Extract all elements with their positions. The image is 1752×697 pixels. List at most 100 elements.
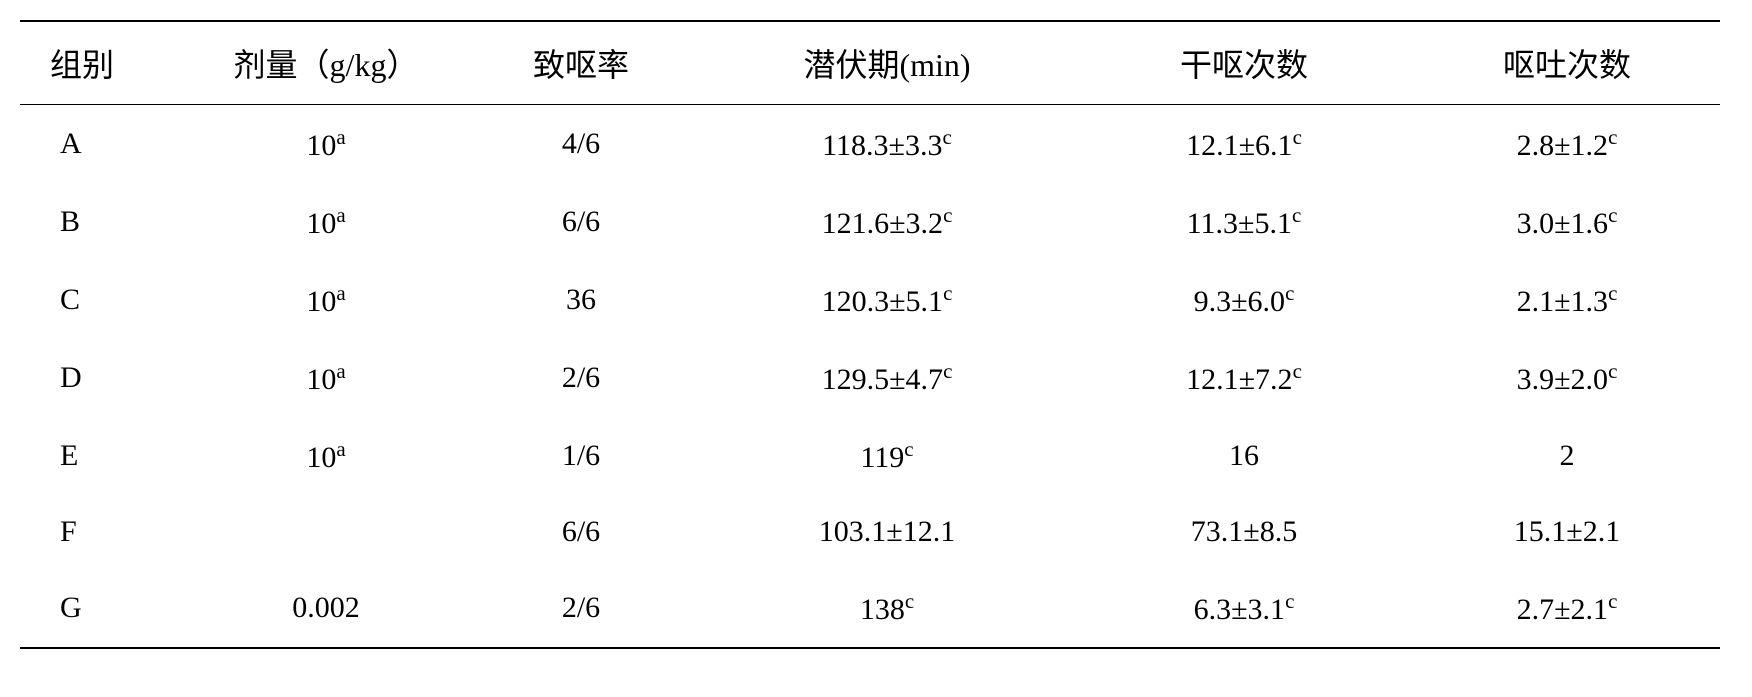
latency-value: 121.6±3.2 <box>822 207 943 240</box>
vomit-value: 15.1±2.1 <box>1514 515 1620 548</box>
cell-vomit: 3.9±2.0c <box>1414 339 1720 417</box>
cell-dose: 10a <box>190 417 462 495</box>
retch-value: 6.3±3.1 <box>1194 593 1285 626</box>
data-table: 组别 剂量（g/kg） 致呕率 潜伏期(min) 干呕次数 呕吐次数 A10a4… <box>20 20 1720 649</box>
retch-value: 12.1±7.2 <box>1186 363 1292 396</box>
header-group: 组别 <box>20 21 190 105</box>
retch-value: 9.3±6.0 <box>1194 285 1285 318</box>
cell-latency: 129.5±4.7c <box>700 339 1074 417</box>
latency-superscript: c <box>905 589 914 613</box>
vomit-value: 2.7±2.1 <box>1517 593 1608 626</box>
dose-superscript: a <box>336 437 345 461</box>
cell-vomit: 2.1±1.3c <box>1414 261 1720 339</box>
cell-vomit: 3.0±1.6c <box>1414 183 1720 261</box>
vomit-value: 2.8±1.2 <box>1517 129 1608 162</box>
retch-superscript: c <box>1285 281 1294 305</box>
cell-vomit: 2.7±2.1c <box>1414 569 1720 648</box>
cell-latency: 121.6±3.2c <box>700 183 1074 261</box>
table-row: E10a1/6119c162 <box>20 417 1720 495</box>
cell-group: C <box>20 261 190 339</box>
cell-rate: 1/6 <box>462 417 700 495</box>
cell-group: F <box>20 495 190 569</box>
dose-superscript: a <box>336 203 345 227</box>
cell-vomit: 2 <box>1414 417 1720 495</box>
cell-latency: 103.1±12.1 <box>700 495 1074 569</box>
dose-superscript: a <box>336 125 345 149</box>
retch-value: 16 <box>1229 439 1259 472</box>
table-row: D10a2/6129.5±4.7c12.1±7.2c3.9±2.0c <box>20 339 1720 417</box>
cell-dose: 10a <box>190 183 462 261</box>
table-body: A10a4/6118.3±3.3c12.1±6.1c2.8±1.2cB10a6/… <box>20 105 1720 649</box>
cell-vomit: 2.8±1.2c <box>1414 105 1720 184</box>
dose-value: 10 <box>306 129 336 162</box>
cell-rate: 2/6 <box>462 569 700 648</box>
header-vomit: 呕吐次数 <box>1414 21 1720 105</box>
cell-dose: 0.002 <box>190 569 462 648</box>
vomit-value: 3.0±1.6 <box>1517 207 1608 240</box>
vomit-superscript: c <box>1608 589 1617 613</box>
cell-group: D <box>20 339 190 417</box>
header-latency: 潜伏期(min) <box>700 21 1074 105</box>
latency-superscript: c <box>943 125 952 149</box>
retch-superscript: c <box>1292 203 1301 227</box>
cell-rate: 6/6 <box>462 495 700 569</box>
cell-retch: 11.3±5.1c <box>1074 183 1414 261</box>
cell-dose: 10a <box>190 339 462 417</box>
header-rate: 致呕率 <box>462 21 700 105</box>
cell-group: G <box>20 569 190 648</box>
retch-value: 73.1±8.5 <box>1191 515 1297 548</box>
latency-superscript: c <box>943 203 952 227</box>
retch-superscript: c <box>1293 125 1302 149</box>
header-dose: 剂量（g/kg） <box>190 21 462 105</box>
cell-dose: 10a <box>190 261 462 339</box>
cell-latency: 120.3±5.1c <box>700 261 1074 339</box>
table-row: F 6/6 103.1±12.1 73.1±8.5 15.1±2.1 <box>20 495 1720 569</box>
vomit-superscript: c <box>1608 203 1617 227</box>
cell-group: B <box>20 183 190 261</box>
header-retch: 干呕次数 <box>1074 21 1414 105</box>
latency-value: 119 <box>860 441 904 474</box>
dose-value: 10 <box>306 207 336 240</box>
retch-superscript: c <box>1285 589 1294 613</box>
table-row: B10a6/6121.6±3.2c11.3±5.1c3.0±1.6c <box>20 183 1720 261</box>
latency-value: 138 <box>860 593 905 626</box>
cell-rate: 6/6 <box>462 183 700 261</box>
cell-rate: 2/6 <box>462 339 700 417</box>
cell-dose: 10a <box>190 105 462 184</box>
dose-value: 0.002 <box>292 591 360 624</box>
retch-value: 11.3±5.1 <box>1187 207 1292 240</box>
dose-value: 10 <box>306 441 336 474</box>
retch-value: 12.1±6.1 <box>1186 129 1292 162</box>
table-row: G0.0022/6138c6.3±3.1c2.7±2.1c <box>20 569 1720 648</box>
cell-vomit: 15.1±2.1 <box>1414 495 1720 569</box>
vomit-superscript: c <box>1608 359 1617 383</box>
latency-value: 120.3±5.1 <box>822 285 943 318</box>
vomit-superscript: c <box>1608 125 1617 149</box>
latency-value: 103.1±12.1 <box>819 515 955 548</box>
retch-superscript: c <box>1293 359 1302 383</box>
cell-retch: 73.1±8.5 <box>1074 495 1414 569</box>
vomit-value: 3.9±2.0 <box>1517 363 1608 396</box>
latency-superscript: c <box>943 359 952 383</box>
cell-group: E <box>20 417 190 495</box>
cell-rate: 4/6 <box>462 105 700 184</box>
cell-retch: 6.3±3.1c <box>1074 569 1414 648</box>
vomit-superscript: c <box>1608 281 1617 305</box>
dose-superscript: a <box>336 359 345 383</box>
cell-rate: 36 <box>462 261 700 339</box>
dose-value: 10 <box>306 285 336 318</box>
dose-superscript: a <box>336 281 345 305</box>
latency-value: 118.3±3.3 <box>822 129 942 162</box>
cell-retch: 9.3±6.0c <box>1074 261 1414 339</box>
cell-latency: 119c <box>700 417 1074 495</box>
cell-latency: 118.3±3.3c <box>700 105 1074 184</box>
latency-superscript: c <box>904 437 913 461</box>
table-row: A10a4/6118.3±3.3c12.1±6.1c2.8±1.2c <box>20 105 1720 184</box>
latency-superscript: c <box>943 281 952 305</box>
latency-value: 129.5±4.7 <box>822 363 943 396</box>
table-row: C10a36120.3±5.1c9.3±6.0c2.1±1.3c <box>20 261 1720 339</box>
table-header-row: 组别 剂量（g/kg） 致呕率 潜伏期(min) 干呕次数 呕吐次数 <box>20 21 1720 105</box>
cell-group: A <box>20 105 190 184</box>
cell-latency: 138c <box>700 569 1074 648</box>
vomit-value: 2.1±1.3 <box>1517 285 1608 318</box>
